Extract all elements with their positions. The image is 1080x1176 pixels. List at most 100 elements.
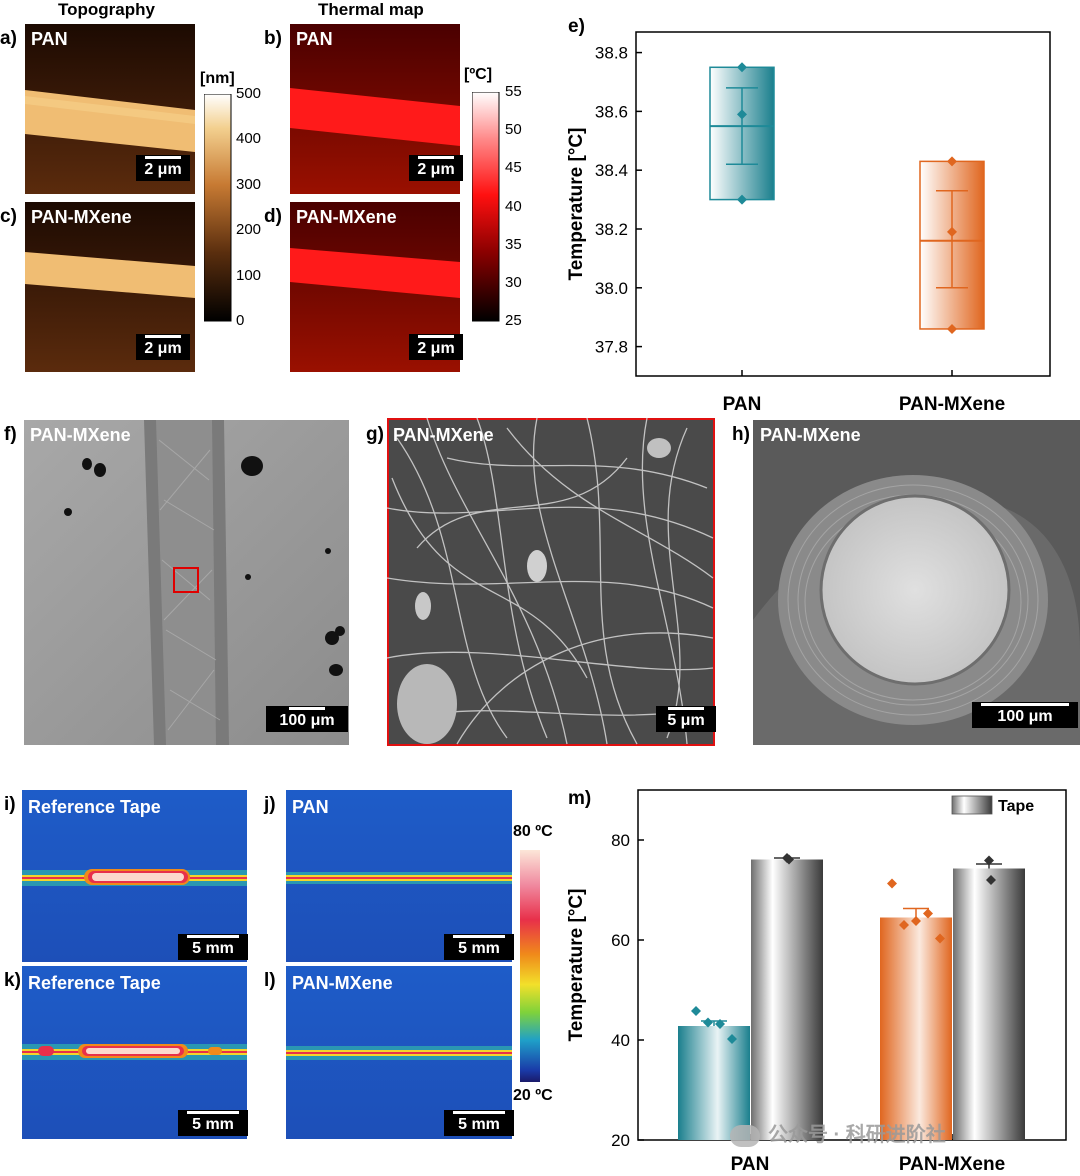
x-tick-label: PAN [723, 394, 762, 415]
y-tick-label: 38.0 [595, 279, 628, 298]
data-point [703, 1017, 713, 1028]
x-tick-label: PAN-MXene [899, 1154, 1005, 1175]
panel-c-label: PAN-MXene [31, 207, 132, 227]
panel-f-label: PAN-MXene [30, 425, 131, 445]
c-colorbar-tick-label: 55 [505, 83, 522, 100]
y-tick-label: 20 [611, 1131, 630, 1150]
plot-frame [635, 31, 1051, 377]
c-colorbar-tick-label: 35 [505, 235, 522, 253]
ir-colorbar-max: 80 ºC [513, 823, 553, 840]
panel-a-scale-text: 2 μm [144, 161, 182, 178]
panel-e-letter: e) [568, 16, 585, 37]
thermal-map-title: Thermal map [318, 0, 424, 19]
panel-k-scale-text: 5 mm [192, 1116, 234, 1133]
panel-k-label: Reference Tape [28, 973, 161, 993]
ir-image-i [22, 790, 247, 962]
panel-b-label: PAN [296, 29, 333, 49]
panel-f-letter: f) [4, 424, 17, 445]
box-chart: 37.8 38.0 38.2 38.4 38.6 38.8 PAN PAN-MXene Temp… [566, 31, 1051, 415]
data-point [737, 62, 747, 73]
c-colorbar-tick-label: 30 [505, 273, 522, 291]
data-point [947, 156, 957, 167]
x-tick-label: PAN [731, 1154, 770, 1175]
panel-c-scalebar: 2 μm [136, 334, 190, 360]
plot-frame [637, 789, 1067, 1141]
panel-a-label: PAN [31, 29, 68, 49]
y-tick-label: 40 [611, 1031, 630, 1050]
data-point [887, 878, 897, 889]
panel-k-scalebar: 5 mm [178, 1110, 248, 1136]
panel-l-scale-text: 5 mm [458, 1116, 500, 1133]
nm-colorbar [204, 94, 232, 322]
panel-b-letter: b) [264, 28, 282, 49]
data-point [986, 875, 996, 885]
bar [678, 1026, 750, 1140]
bar-chart: 20 40 60 80 PAN PAN-MXene Temperature [°C] Tape [566, 789, 1067, 1175]
panel-h-letter: h) [732, 424, 750, 445]
x-tick-label: PAN-MXene [899, 394, 1005, 415]
ir-colorbar [520, 850, 540, 1082]
nm-colorbar-tick-label: 0 [236, 312, 245, 329]
panel-i-scalebar: 5 mm [178, 934, 248, 960]
afm-image-pan [25, 24, 195, 194]
watermark-text: 公众号 · 科研进阶社 [768, 1124, 946, 1146]
panel-l-label: PAN-MXene [292, 973, 393, 993]
wechat-icon [730, 1124, 760, 1147]
panel-i-letter: i) [4, 794, 16, 815]
nm-colorbar-tick-label: 100 [236, 266, 262, 284]
panel-d-letter: d) [264, 206, 282, 227]
sem-image-f [24, 420, 349, 745]
y-tick-label: 38.2 [595, 220, 628, 239]
panel-k-letter: k) [4, 970, 21, 991]
panel-j-label: PAN [292, 797, 329, 817]
c-colorbar-unit: [ºC] [464, 66, 493, 83]
bar [751, 859, 823, 1140]
panel-m-letter: m) [568, 788, 592, 809]
panel-b-scale-text: 2 μm [417, 161, 455, 178]
panel-l-scalebar: 5 mm [444, 1110, 514, 1136]
ir-image-j [286, 790, 512, 962]
data-point [737, 109, 747, 120]
panel-c-scale-text: 2 μm [144, 340, 182, 357]
data-point [911, 916, 921, 926]
nm-colorbar-tick-label: 200 [236, 221, 262, 239]
data-point [715, 1019, 725, 1029]
panel-j-scalebar: 5 mm [444, 934, 514, 960]
data-point [727, 1034, 737, 1044]
data-point [784, 854, 794, 865]
panel-i-label: Reference Tape [28, 797, 161, 817]
panel-f-scale-text: 100 μm [279, 712, 335, 729]
sem-image-h [753, 420, 1080, 745]
panel-j-scale-text: 5 mm [458, 940, 500, 957]
bar [953, 868, 1025, 1140]
panel-g-letter: g) [366, 424, 384, 445]
panel-l-letter: l) [264, 970, 276, 991]
panel-a-scalebar: 2 μm [136, 155, 190, 181]
data-point [947, 226, 957, 237]
c-colorbar-tick-label: 25 [505, 312, 522, 329]
y-tick-label: 38.4 [595, 161, 628, 180]
panel-g-label: PAN-MXene [393, 425, 494, 445]
panel-i-scale-text: 5 mm [192, 940, 234, 957]
y-tick-label: 37.8 [595, 338, 628, 357]
nm-colorbar-unit: [nm] [200, 70, 235, 87]
c-colorbar-tick-label: 45 [505, 159, 522, 177]
data-point [923, 908, 933, 919]
ir-colorbar-min: 20 ºC [513, 1087, 553, 1104]
panel-j-letter: j) [264, 794, 276, 815]
data-point [691, 1006, 701, 1016]
data-point [947, 323, 957, 334]
c-colorbar-tick-label: 40 [505, 197, 522, 215]
y-tick-label: 80 [611, 831, 630, 850]
panel-d-scalebar: 2 μm [409, 334, 463, 360]
y-tick-label: 38.8 [595, 44, 628, 63]
y-tick-label: 60 [611, 931, 630, 950]
bar [880, 917, 952, 1140]
c-colorbar [472, 92, 500, 322]
panel-g-scalebar: 5 μm [656, 706, 716, 732]
panel-h-label: PAN-MXene [760, 425, 861, 445]
y-tick-label: 38.6 [595, 102, 628, 121]
y-axis-label: Temperature [°C] [566, 128, 587, 281]
watermark: 公众号 · 科研进阶社 [730, 1118, 946, 1147]
panel-d-scale-text: 2 μm [417, 340, 455, 357]
